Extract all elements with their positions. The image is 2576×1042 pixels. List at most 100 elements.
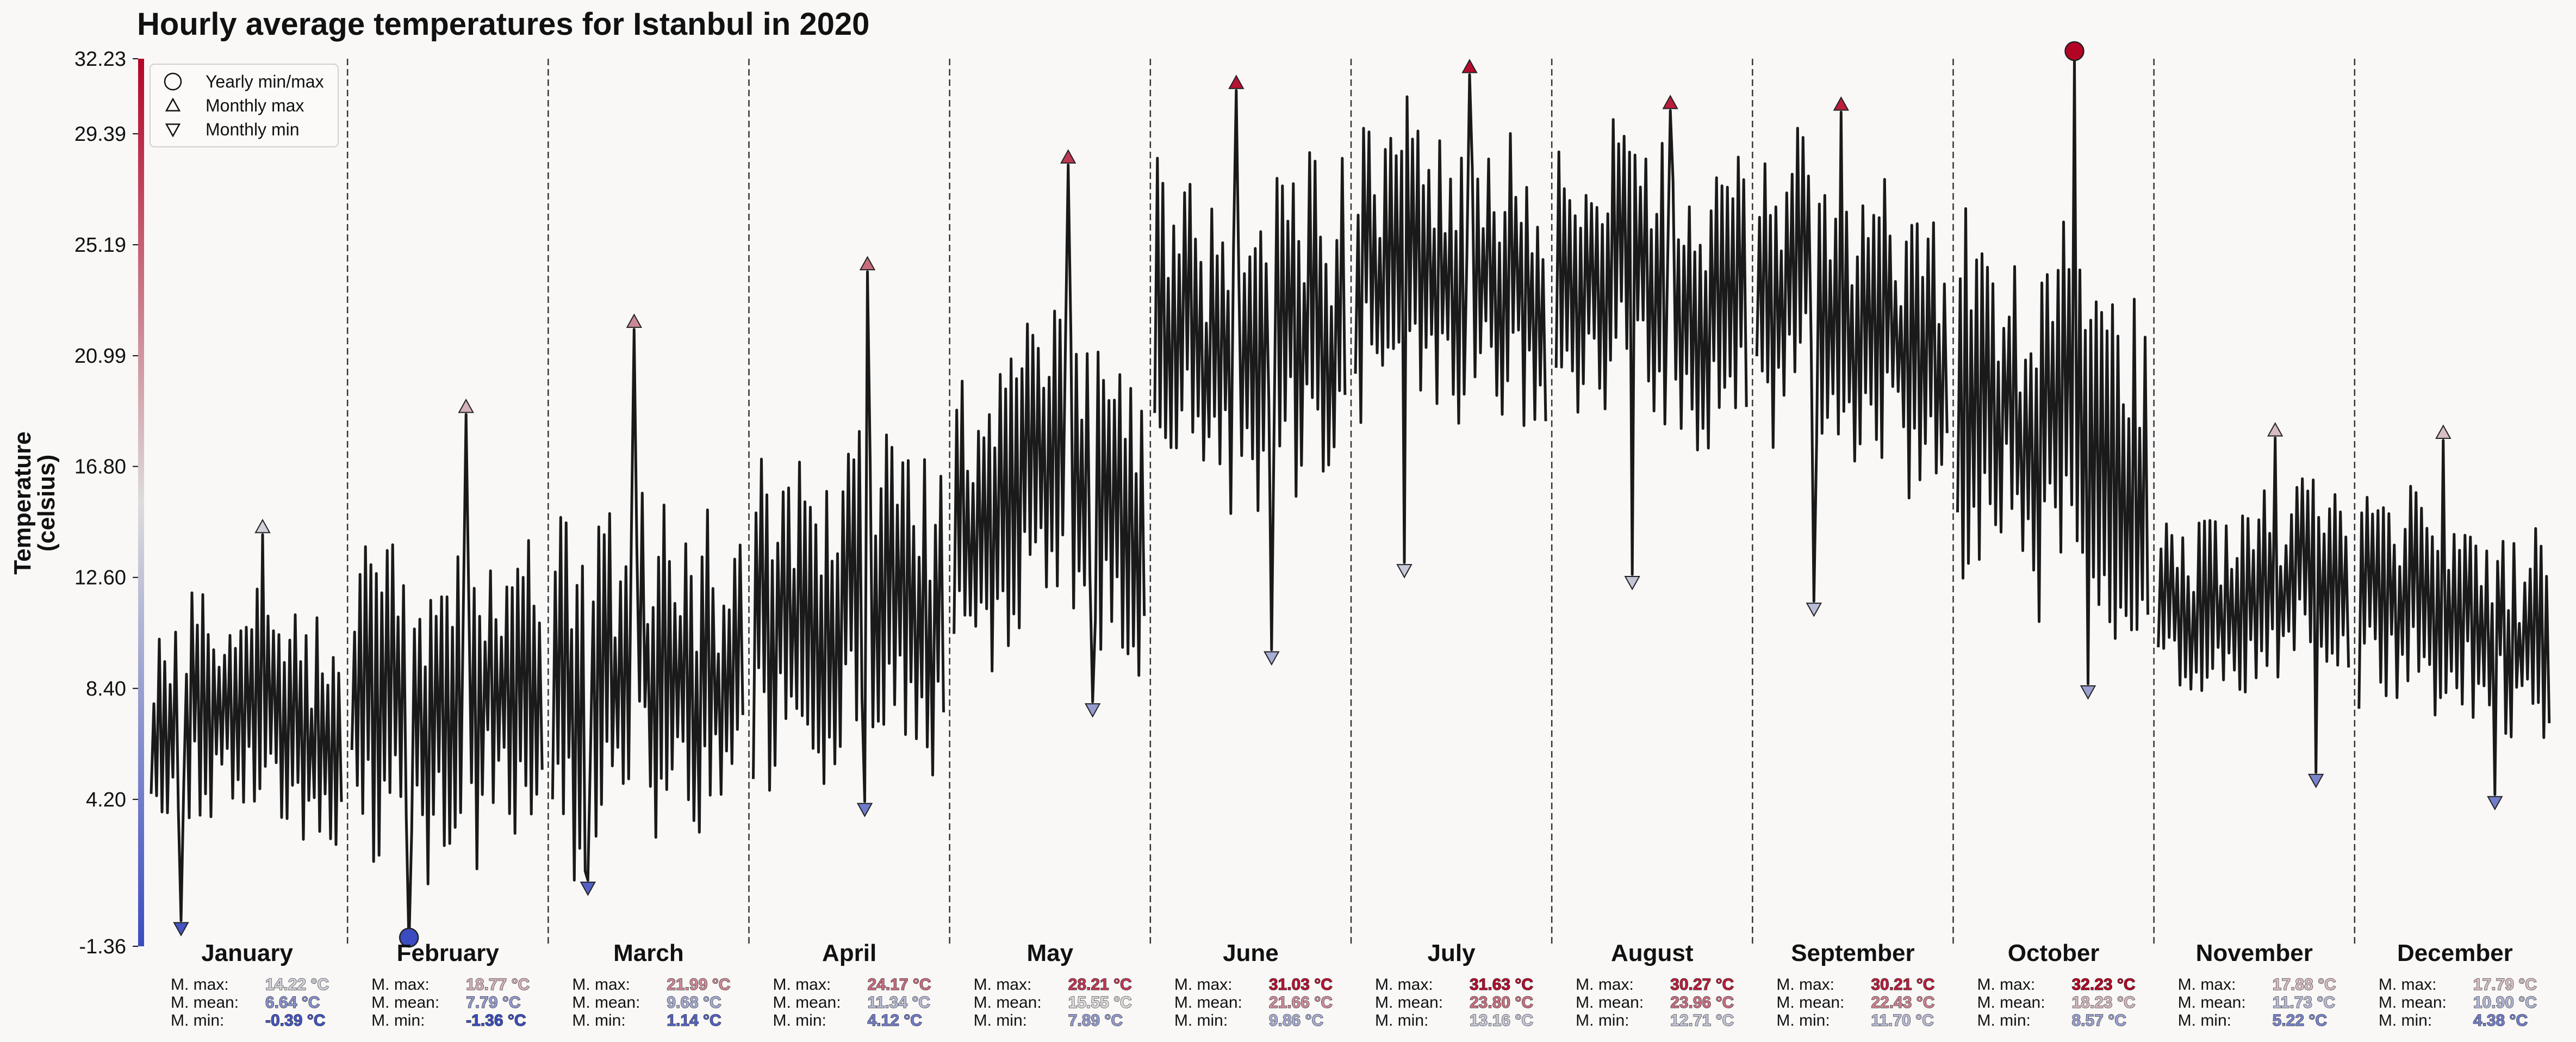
stat-label-min: M. min: — [1977, 1012, 2031, 1029]
stat-value-max: 31.63 °C — [1470, 976, 1533, 994]
y-tick-label: 12.60 — [74, 567, 126, 590]
stat-value-max: 24.17 °C — [868, 976, 931, 994]
series-line-august — [1554, 109, 1748, 576]
month-block-february: February M. max: 18.77 °C M. mean: 7.79 °C M.… — [371, 940, 530, 1030]
monthly-min-marker — [1084, 703, 1101, 718]
y-tick-label: 16.80 — [74, 456, 126, 479]
stat-value-mean: 15.55 °C — [1068, 994, 1132, 1012]
y-tick-label: 20.99 — [74, 345, 126, 368]
stat-label-min: M. min: — [1776, 1012, 1830, 1029]
monthly-max-marker — [1461, 59, 1478, 73]
legend-label: Monthly min — [206, 120, 300, 139]
stat-value-max: 17.79 °C — [2473, 976, 2537, 994]
y-tick-label: 4.20 — [86, 789, 126, 811]
stat-value-min: 4.12 °C — [868, 1012, 922, 1029]
stat-label-min: M. min: — [1375, 1012, 1428, 1029]
series-line-november — [2157, 436, 2350, 774]
extreme-markers — [173, 41, 2503, 948]
monthly-min-marker — [580, 882, 596, 896]
stat-value-min: 12.71 °C — [1670, 1012, 1734, 1029]
month-block-november: November M. max: 17.88 °C M. mean: 11.73 °C M… — [2178, 940, 2337, 1030]
stat-label-mean: M. mean: — [1174, 994, 1242, 1012]
stat-label-mean: M. mean: — [2379, 994, 2447, 1012]
legend-box — [150, 64, 339, 147]
stat-label-min: M. min: — [1576, 1012, 1629, 1029]
monthly-min-marker — [2487, 796, 2503, 811]
stat-value-mean: 21.66 °C — [1269, 994, 1333, 1012]
stat-label-max: M. max: — [1375, 976, 1433, 994]
y-tick-label: 8.40 — [86, 678, 126, 700]
stat-value-max: 31.03 °C — [1269, 976, 1333, 994]
stat-label-min: M. min: — [2379, 1012, 2432, 1029]
month-label: January — [201, 940, 293, 966]
monthly-max-marker — [859, 256, 876, 271]
month-block-may: May M. max: 28.21 °C M. mean: 15.55 °C M. min… — [974, 940, 1133, 1030]
stat-value-max: 17.88 °C — [2273, 976, 2336, 994]
yearly-max-marker — [2064, 41, 2085, 61]
stat-label-min: M. min: — [773, 1012, 826, 1029]
stat-label-mean: M. mean: — [572, 994, 640, 1012]
stat-label-max: M. max: — [1776, 976, 1834, 994]
stat-label-max: M. max: — [1977, 976, 2036, 994]
legend-triangle-down-icon — [165, 123, 181, 138]
stat-label-min: M. min: — [171, 1012, 224, 1029]
stat-label-min: M. min: — [1174, 1012, 1228, 1029]
monthly-min-marker — [1396, 564, 1413, 579]
month-label: December — [2397, 940, 2513, 966]
y-tick-label: -1.36 — [79, 935, 126, 958]
y-axis-label-line-2: (celsius) — [33, 455, 60, 552]
month-block-january: January M. max: 14.22 °C M. mean: 6.64 °C M. … — [171, 940, 329, 1030]
monthly-min-marker — [2307, 773, 2324, 789]
month-block-march: March M. max: 21.99 °C M. mean: 9.68 °C M. mi… — [572, 940, 731, 1030]
month-label: March — [613, 940, 684, 966]
stat-label-mean: M. mean: — [371, 994, 439, 1012]
stat-label-mean: M. mean: — [1977, 994, 2045, 1012]
stat-label-max: M. max: — [2379, 976, 2437, 994]
month-label: July — [1428, 940, 1476, 966]
monthly-max-marker — [1228, 75, 1245, 89]
monthly-max-marker — [1662, 95, 1678, 109]
stat-value-max: 18.77 °C — [466, 976, 530, 994]
stat-label-mean: M. mean: — [773, 994, 841, 1012]
month-block-october: October M. max: 32.23 °C M. mean: 18.23 °C M.… — [1977, 940, 2136, 1030]
monthly-min-marker — [1264, 651, 1280, 666]
temperature-series — [150, 57, 2551, 948]
series-line-january — [150, 533, 343, 922]
legend-circle-icon — [164, 72, 182, 91]
month-label: November — [2196, 940, 2313, 966]
monthly-max-marker — [1833, 96, 1850, 111]
month-block-august: August M. max: 30.27 °C M. mean: 23.96 °C M. … — [1576, 940, 1734, 1030]
y-axis-ticks: 32.23 29.39 25.19 20.99 16.80 12.60 8.40 4.20 -1… — [74, 48, 138, 958]
monthly-min-marker — [1806, 603, 1822, 617]
monthly-min-marker — [856, 803, 873, 817]
stat-label-mean: M. mean: — [1776, 994, 1844, 1012]
stat-value-min: 4.38 °C — [2473, 1012, 2528, 1029]
legend-triangle-up-icon — [165, 97, 181, 111]
stat-label-mean: M. mean: — [1375, 994, 1443, 1012]
stat-label-max: M. max: — [371, 976, 430, 994]
y-axis-label-line-1: Temperature — [9, 431, 36, 574]
stat-value-max: 28.21 °C — [1068, 976, 1132, 994]
month-block-december: December M. max: 17.79 °C M. mean: 10.90 °C M… — [2379, 940, 2537, 1030]
monthly-min-marker — [1624, 575, 1640, 591]
month-stats: January M. max: 14.22 °C M. mean: 6.64 °C M. … — [171, 940, 2537, 1030]
month-block-june: June M. max: 31.03 °C M. mean: 21.66 °C M. mi… — [1174, 940, 1333, 1030]
stat-label-min: M. min: — [371, 1012, 425, 1029]
month-label: April — [822, 940, 876, 966]
monthly-max-marker — [2435, 424, 2451, 439]
month-label: October — [2008, 940, 2100, 966]
monthly-max-marker — [2267, 422, 2283, 437]
month-separators — [346, 59, 2356, 946]
stat-value-mean: 11.34 °C — [868, 994, 930, 1012]
stat-label-max: M. max: — [572, 976, 630, 994]
stat-value-mean: 18.23 °C — [2072, 994, 2136, 1012]
series-line-february — [350, 413, 544, 948]
stat-value-min: -1.36 °C — [466, 1012, 526, 1029]
stat-value-max: 30.21 °C — [1871, 976, 1934, 994]
chart-title: Hourly average temperatures for Istanbul… — [137, 7, 869, 42]
series-line-april — [752, 270, 945, 803]
stat-value-mean: 9.68 °C — [667, 994, 721, 1012]
stat-value-min: 13.16 °C — [1470, 1012, 1533, 1029]
stat-value-mean: 10.90 °C — [2473, 994, 2537, 1012]
